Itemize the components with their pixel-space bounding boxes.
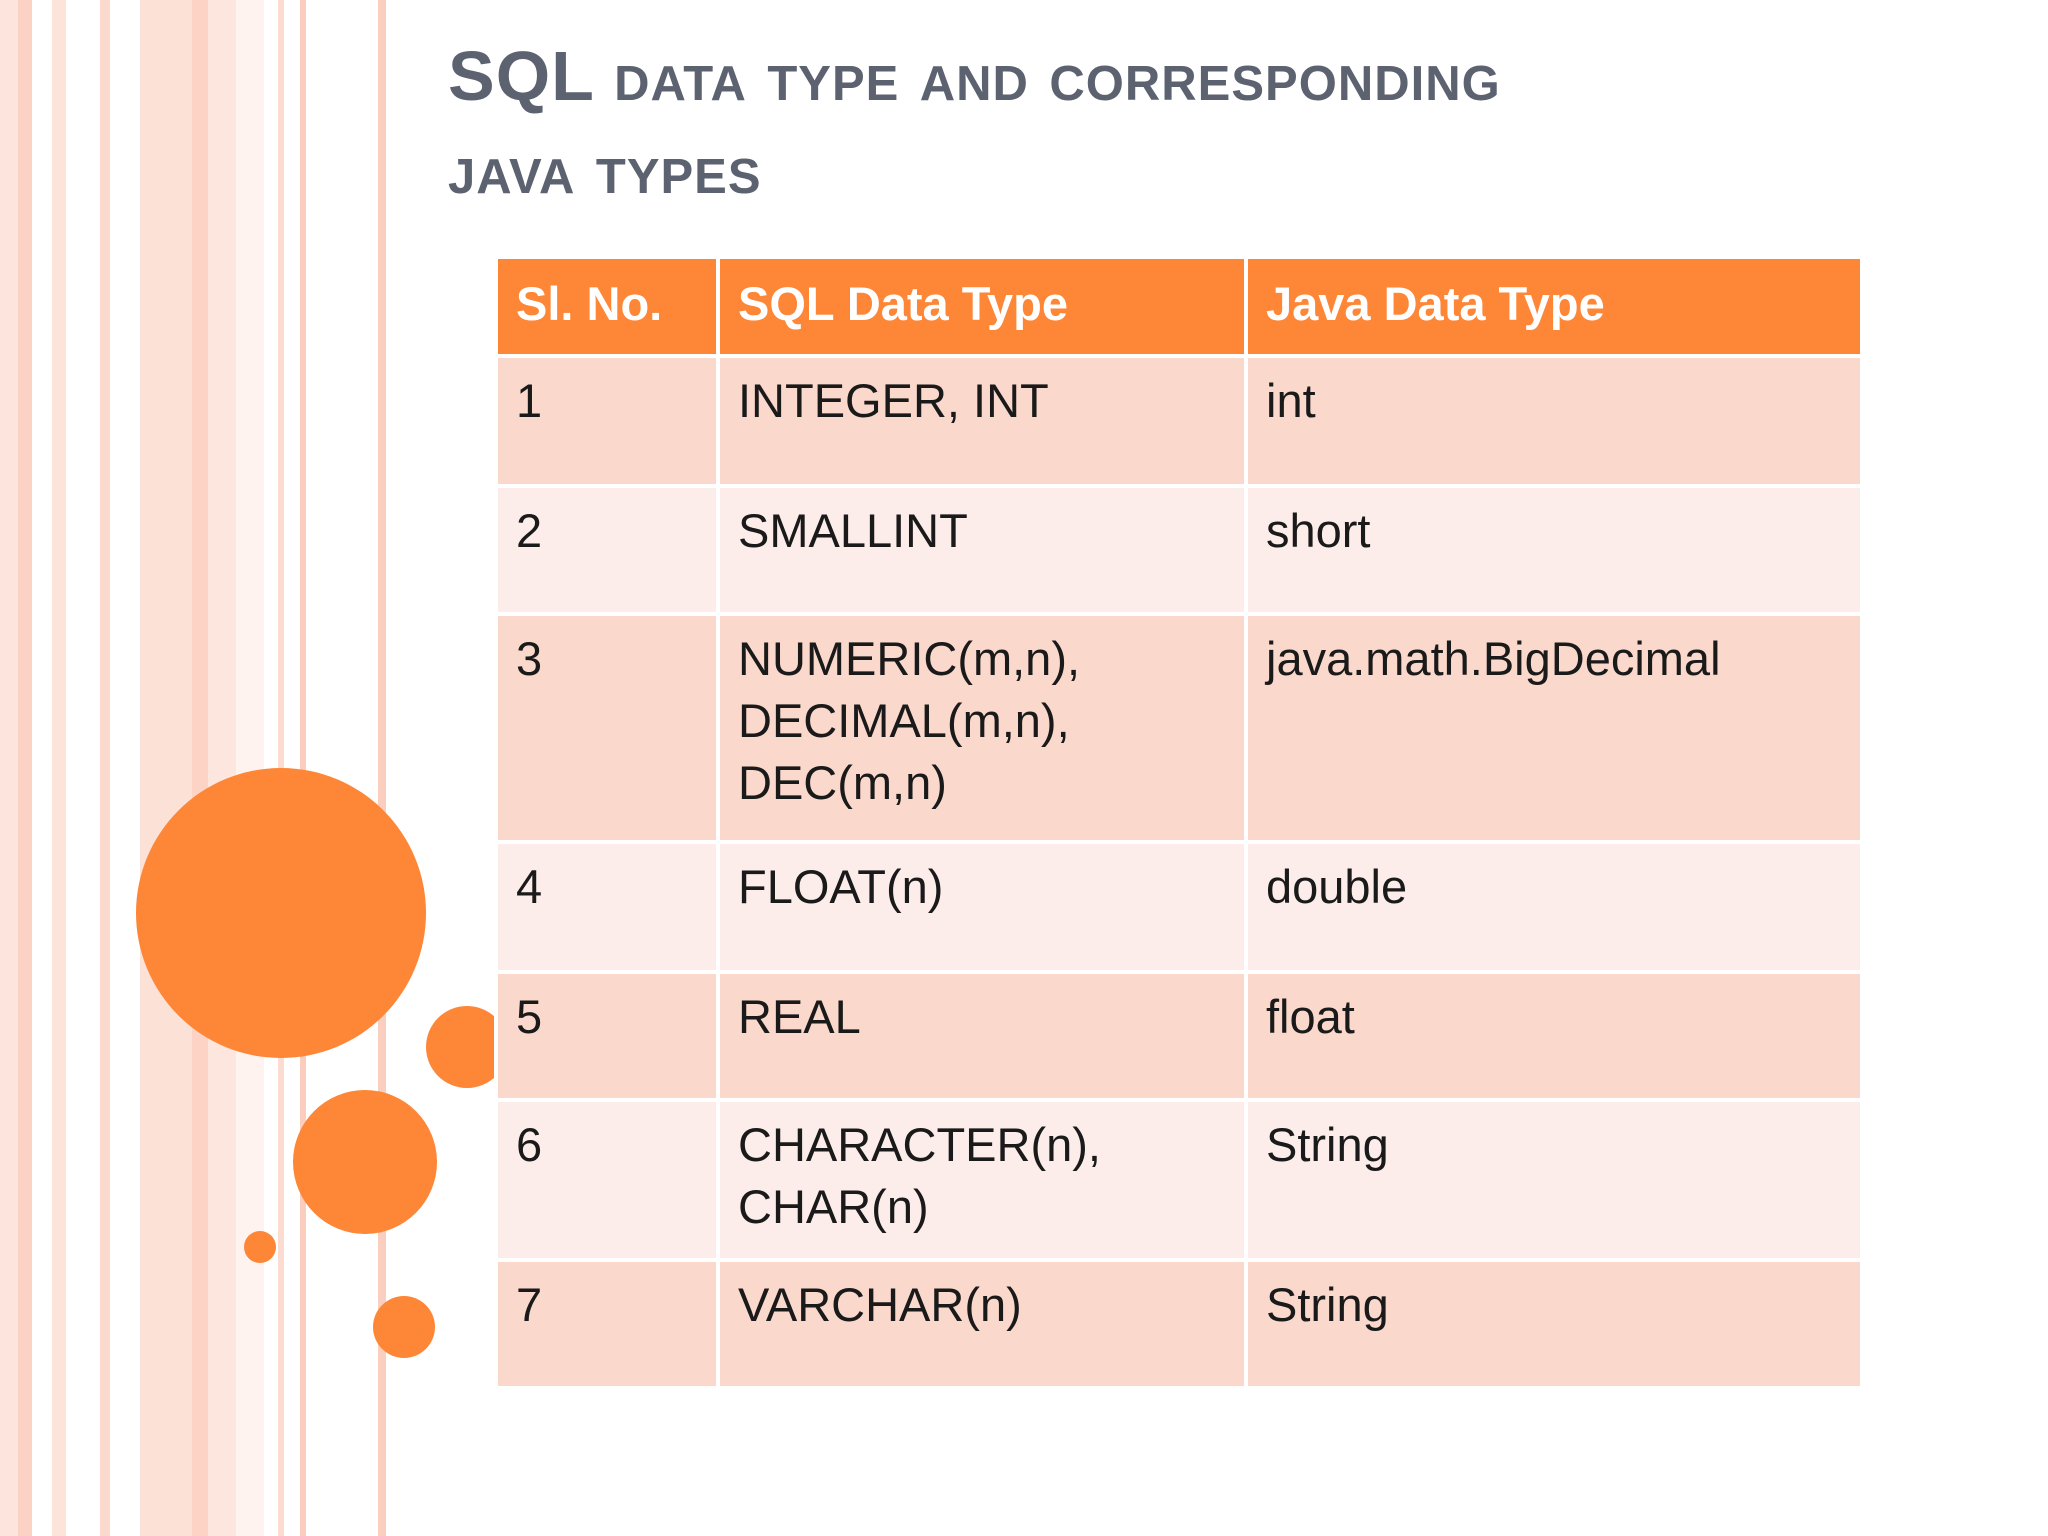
small-circle-decoration — [426, 1006, 508, 1088]
cell-sl-no: 6 — [494, 1098, 720, 1262]
cell-sl-no: 5 — [494, 970, 720, 1102]
cell-sl-no: 2 — [494, 484, 720, 616]
medium-circle-decoration — [293, 1090, 437, 1234]
slide-title: SQL data type and corresponding java typ… — [448, 30, 1948, 216]
table-row: 7 VARCHAR(n) String — [494, 1258, 1864, 1390]
cell-sql-type: REAL — [716, 970, 1248, 1102]
tiny-circle-decoration — [244, 1231, 276, 1263]
title-line-2: java types — [448, 130, 762, 208]
cell-java-type: String — [1244, 1098, 1864, 1262]
table-row: 4 FLOAT(n) double — [494, 840, 1864, 974]
cell-sl-no: 1 — [494, 354, 720, 488]
cell-java-type: java.math.BigDecimal — [1244, 612, 1864, 844]
decorative-stripes — [0, 0, 400, 1536]
cell-java-type: String — [1244, 1258, 1864, 1390]
cell-java-type: int — [1244, 354, 1864, 488]
cell-sql-type: INTEGER, INT — [716, 354, 1248, 488]
cell-sl-no: 3 — [494, 612, 720, 844]
cell-sql-type: VARCHAR(n) — [716, 1258, 1248, 1390]
table-row: 3 NUMERIC(m,n), DECIMAL(m,n), DEC(m,n) j… — [494, 612, 1864, 844]
cell-java-type: double — [1244, 840, 1864, 974]
cell-java-type: float — [1244, 970, 1864, 1102]
cell-sql-type: NUMERIC(m,n), DECIMAL(m,n), DEC(m,n) — [716, 612, 1248, 844]
table-row: 5 REAL float — [494, 970, 1864, 1102]
header-sl-no: Sl. No. — [494, 255, 720, 358]
table-row: 2 SMALLINT short — [494, 484, 1864, 616]
cell-java-type: short — [1244, 484, 1864, 616]
table-row: 6 CHARACTER(n), CHAR(n) String — [494, 1098, 1864, 1262]
cell-sl-no: 7 — [494, 1258, 720, 1390]
cell-sql-type: CHARACTER(n), CHAR(n) — [716, 1098, 1248, 1262]
small-circle-decoration-bottom — [373, 1296, 435, 1358]
sql-java-type-table: Sl. No. SQL Data Type Java Data Type 1 I… — [494, 255, 1864, 1390]
cell-sql-type: SMALLINT — [716, 484, 1248, 616]
header-java-data-type: Java Data Type — [1244, 255, 1864, 358]
table-row: 1 INTEGER, INT int — [494, 354, 1864, 488]
cell-sql-type: FLOAT(n) — [716, 840, 1248, 974]
cell-sl-no: 4 — [494, 840, 720, 974]
header-sql-data-type: SQL Data Type — [716, 255, 1248, 358]
title-line-1: SQL data type and corresponding — [448, 37, 1501, 115]
table-header-row: Sl. No. SQL Data Type Java Data Type — [494, 255, 1864, 358]
large-circle-decoration — [136, 768, 426, 1058]
